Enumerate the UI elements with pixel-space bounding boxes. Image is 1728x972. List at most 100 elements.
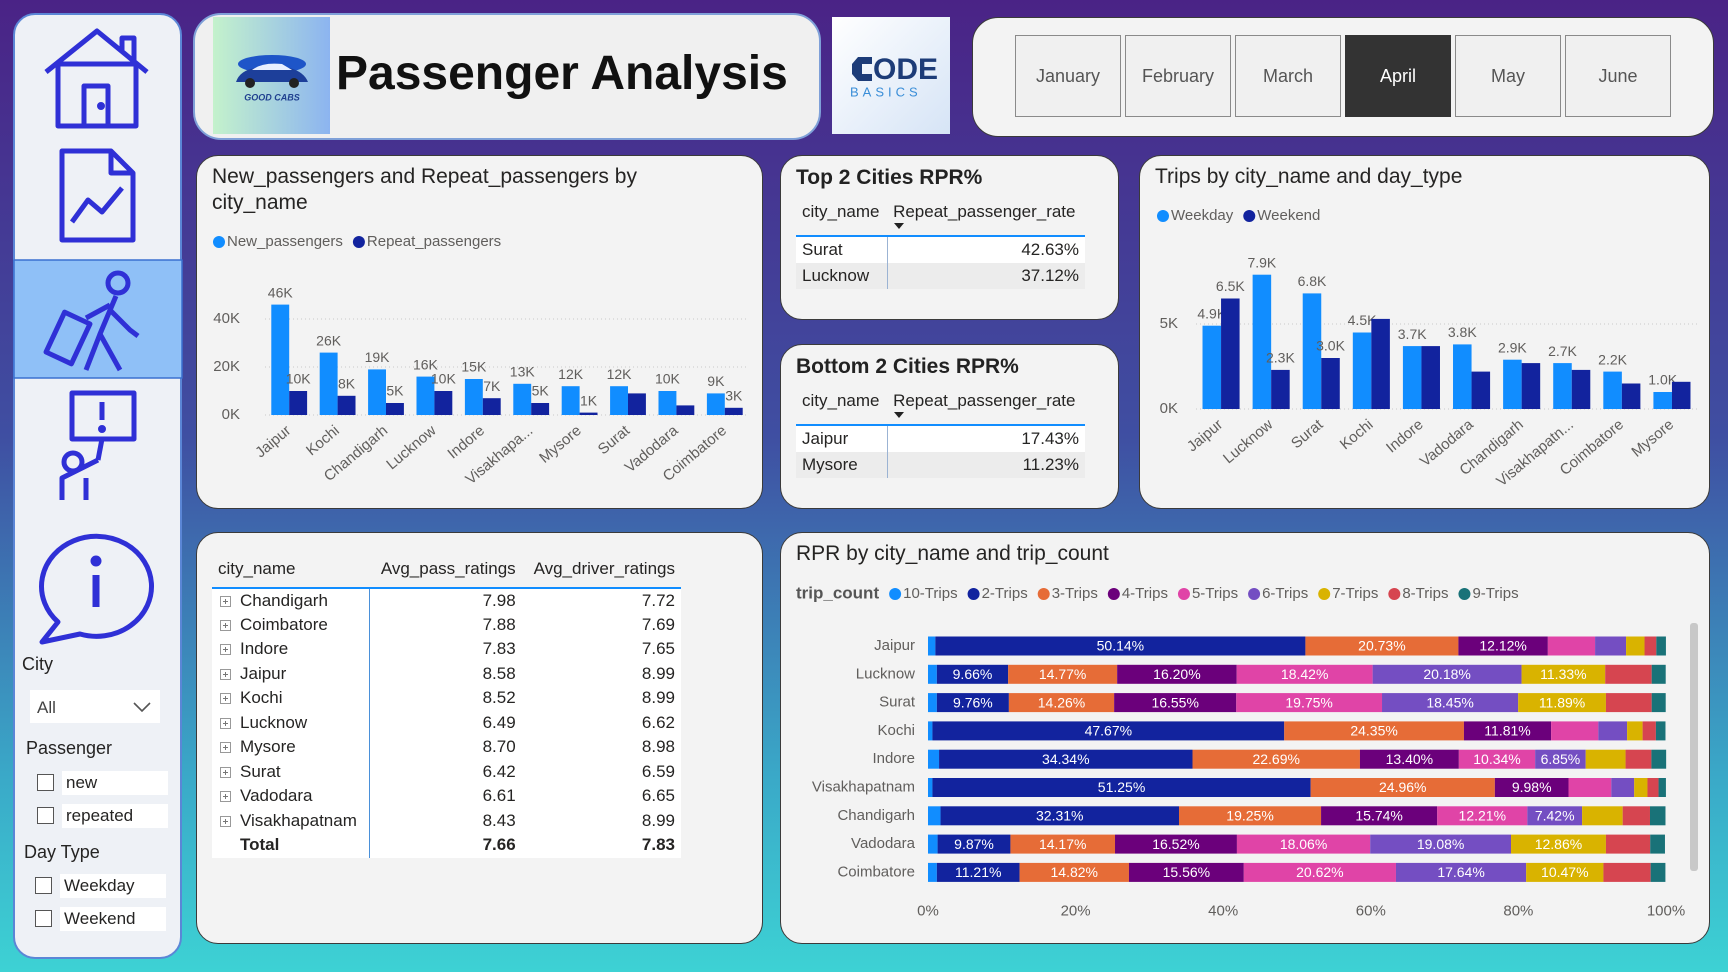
filter-option[interactable]: new: [62, 771, 168, 795]
filter-option[interactable]: Weekday: [60, 874, 166, 898]
column-header: city_name: [796, 385, 888, 426]
month-slicer: January February March April May June: [1015, 35, 1671, 117]
total-row: Total 7.66 7.83: [212, 833, 681, 858]
table-cell: 8.99: [521, 686, 681, 711]
table-cell: 8.43: [369, 808, 522, 833]
checkbox[interactable]: [37, 807, 54, 824]
column-header: Avg_driver_ratings: [521, 545, 681, 589]
filter-label: Day Type: [24, 842, 100, 862]
table-cell: 11.23%: [887, 451, 1085, 478]
codebasics-logo: ODE BASICS: [832, 17, 950, 134]
month-button[interactable]: February: [1125, 35, 1231, 117]
chart-title: New_passengers and Repeat_passengers by …: [212, 165, 637, 214]
table-cell: Mysore: [212, 735, 370, 760]
table-cell: Coimbatore: [212, 612, 370, 637]
table-cell: Indore: [212, 637, 370, 662]
table-cell: 6.59: [521, 759, 681, 784]
chevron: [133, 702, 151, 713]
table-cell: 7.88: [369, 612, 522, 637]
city-dropdown[interactable]: All: [30, 690, 160, 723]
table-cell: 6.65: [521, 784, 681, 809]
column-header: city_name: [212, 545, 370, 589]
table-cell: Vadodara: [212, 784, 370, 809]
column-header: Repeat_passenger_rate: [887, 385, 1085, 426]
table-row: Visakhapatnam 8.43 8.99: [212, 808, 681, 833]
page-title: Passenger Analysis: [336, 47, 788, 100]
table-cell: Lucknow: [796, 262, 888, 289]
table-row: Chandigarh 7.98 7.72: [212, 588, 681, 613]
table-cell: 8.70: [369, 735, 522, 760]
table-cell: 7.98: [369, 588, 522, 613]
column-header: city_name: [796, 196, 888, 237]
table-title: Top 2 Cities RPR%: [796, 166, 983, 189]
brand-subtext: BASICS: [850, 84, 922, 99]
top-cities-table: city_name Repeat_passenger_rate Surat 42.63…: [796, 196, 1085, 289]
table-row: Jaipur 17.43%: [796, 425, 1085, 452]
dropdown-value: All: [37, 698, 56, 717]
chart-title: Trips by city_name and day_type: [1155, 165, 1463, 188]
table-row: Jaipur 8.58 8.99: [212, 661, 681, 686]
table-row: Vadodara 6.61 6.65: [212, 784, 681, 809]
table-cell: 8.99: [521, 808, 681, 833]
brand-text: ODE: [873, 53, 938, 86]
table-cell: Surat: [212, 759, 370, 784]
table-cell: 7.69: [521, 612, 681, 637]
table-cell: Mysore: [796, 451, 888, 478]
table-cell: 8.98: [521, 735, 681, 760]
table-row: Coimbatore 7.88 7.69: [212, 612, 681, 637]
total-cell: 7.66: [369, 833, 522, 858]
table-cell: Lucknow: [212, 710, 370, 735]
table-row: Lucknow 37.12%: [796, 262, 1085, 289]
table-cell: 17.43%: [887, 425, 1085, 452]
table-row: Mysore 11.23%: [796, 451, 1085, 478]
chart-title: RPR by city_name and trip_count: [796, 542, 1109, 565]
total-cell: 7.83: [521, 833, 681, 858]
filter-option[interactable]: Weekend: [60, 907, 166, 931]
table-cell: 42.63%: [887, 236, 1085, 263]
month-button[interactable]: June: [1565, 35, 1671, 117]
header-row: city_name Repeat_passenger_rate: [796, 196, 1085, 237]
table-cell: Chandigarh: [212, 588, 370, 613]
month-button[interactable]: May: [1455, 35, 1561, 117]
checkbox[interactable]: [35, 910, 52, 927]
table-cell: Kochi: [212, 686, 370, 711]
table-cell: 8.58: [369, 661, 522, 686]
table-cell: 6.42: [369, 759, 522, 784]
table-row: Indore 7.83 7.65: [212, 637, 681, 662]
table-row: Kochi 8.52 8.99: [212, 686, 681, 711]
table-cell: 8.99: [521, 661, 681, 686]
table-cell: Jaipur: [796, 425, 888, 452]
table-row: Surat 42.63%: [796, 236, 1085, 263]
bottom-cities-table: city_name Repeat_passenger_rate Jaipur 17.4…: [796, 385, 1085, 478]
header-row: city_name Repeat_passenger_rate: [796, 385, 1085, 426]
column-header: Avg_pass_ratings: [369, 545, 522, 589]
table-cell: 6.49: [369, 710, 522, 735]
table-cell: 6.62: [521, 710, 681, 735]
month-button[interactable]: January: [1015, 35, 1121, 117]
table-cell: 7.72: [521, 588, 681, 613]
filter-option[interactable]: repeated: [62, 804, 168, 828]
ratings-table: city_name Avg_pass_ratings Avg_driver_rati…: [212, 545, 681, 858]
table-cell: 8.52: [369, 686, 522, 711]
table-cell: 37.12%: [887, 262, 1085, 289]
rpr-panel: [780, 532, 1710, 944]
passengers-panel: [196, 155, 763, 509]
table-row: Mysore 8.70 8.98: [212, 735, 681, 760]
month-button[interactable]: March: [1235, 35, 1341, 117]
table-cell: 7.83: [369, 637, 522, 662]
table-row: Lucknow 6.49 6.62: [212, 710, 681, 735]
header-row: city_name Avg_pass_ratings Avg_driver_rati…: [212, 545, 681, 589]
table-cell: Visakhapatnam: [212, 808, 370, 833]
table-cell: 7.65: [521, 637, 681, 662]
checkbox[interactable]: [35, 877, 52, 894]
table-cell: 6.61: [369, 784, 522, 809]
table-cell: Jaipur: [212, 661, 370, 686]
table-row: Surat 6.42 6.59: [212, 759, 681, 784]
table-title: Bottom 2 Cities RPR%: [796, 355, 1019, 378]
column-header: Repeat_passenger_rate: [887, 196, 1085, 237]
total-cell: Total: [212, 833, 370, 858]
checkbox[interactable]: [37, 774, 54, 791]
month-button[interactable]: April: [1345, 35, 1451, 117]
trips-panel: [1139, 155, 1710, 509]
